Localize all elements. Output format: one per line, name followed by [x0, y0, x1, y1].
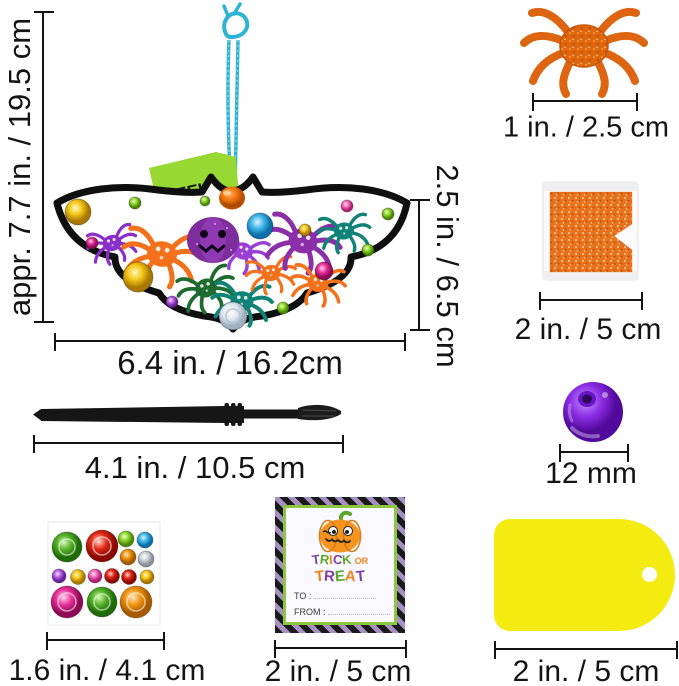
pumpkin-icon: [318, 510, 362, 553]
gem-sheet-size-label: 1.6 in. / 4.1 cm: [8, 654, 206, 686]
bat-side-height-dimension-line: [410, 199, 430, 331]
yellow-tag: [494, 519, 675, 631]
bat-height-dimension-line: [34, 11, 54, 323]
yellow-tag-dimension-line: [494, 641, 678, 659]
trick-or-text: TRICK OR: [310, 551, 369, 568]
bat-width-label: 6.4 in. / 16.2cm: [117, 344, 343, 381]
purple-bead-dimension-line: [559, 444, 629, 462]
spider-size-label: 1 in. / 2.5 cm: [502, 111, 670, 144]
glitter-bag-dimension-line: [539, 292, 643, 310]
or-text: OR: [354, 556, 369, 566]
purple-bead-size-label: 12 mm: [545, 457, 637, 490]
treat-tag-size-label: 2 in. / 5 cm: [264, 655, 412, 686]
purple-pumpkin-decoration: [187, 217, 239, 263]
bat-height-label: appr. 7.7 in. / 19.5 cm: [2, 17, 37, 317]
bat-ornament-illustration: EEK!: [53, 2, 411, 333]
from-line: FROM :: [294, 606, 391, 617]
treat-tag-dimension-line: [274, 640, 407, 658]
glue-brush-icon: [33, 403, 341, 426]
cord-bead-icon: [219, 186, 245, 210]
glitter-spider-icon: [520, 8, 648, 98]
glue-brush-size-label: 4.1 in. / 10.5 cm: [84, 450, 306, 485]
to-line: TO :: [294, 590, 376, 601]
bat-gem-decorations: [64, 195, 395, 331]
treat-tag: TRICK OR TREAT TO : FROM :: [275, 497, 405, 633]
treat-text: TREAT: [313, 567, 366, 586]
spider-dimension-line: [532, 93, 638, 111]
bat-width-dimension-line: [54, 333, 406, 351]
gem-sheet-icon: [47, 521, 161, 626]
glitter-bag-size-label: 2 in. / 5 cm: [514, 313, 662, 346]
gem-sheet-dimension-line: [46, 632, 165, 650]
glitter-bag-icon: [542, 181, 639, 281]
glue-brush-dimension-line: [33, 435, 344, 453]
bat-side-height-label: 2.5 in. / 6.5 cm: [430, 164, 465, 368]
yellow-tag-size-label: 2 in. / 5 cm: [512, 655, 660, 686]
tag-hole: [642, 567, 657, 582]
purple-bead-icon: [563, 382, 623, 442]
